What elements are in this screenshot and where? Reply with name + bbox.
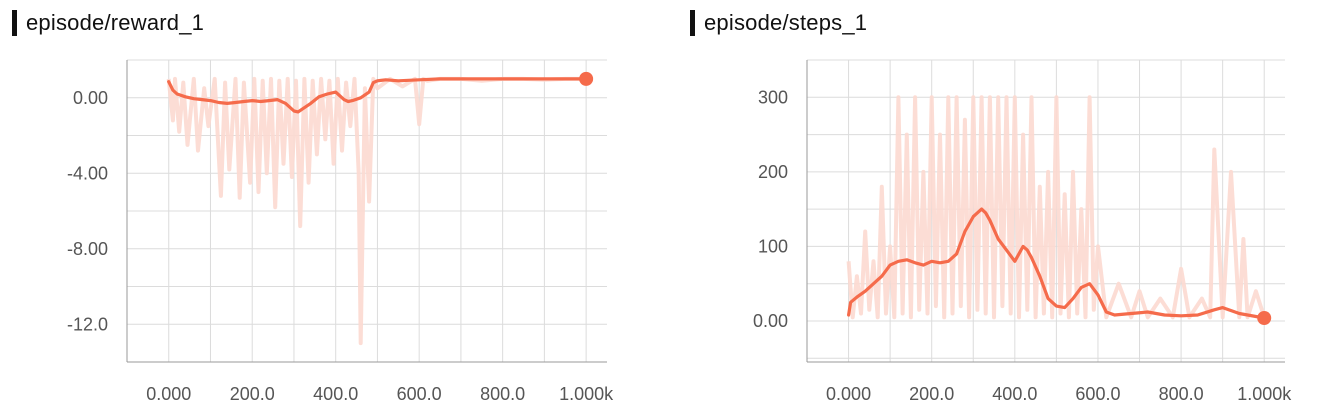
- chart-title-wrap: episode/reward_1: [12, 10, 204, 36]
- x-tick-label: 600.0: [1075, 384, 1120, 404]
- chart-panel-steps: episode/steps_1 300 200 100 0.00 0.000 200.0 4…: [680, 0, 1318, 418]
- x-tick-label: 0.000: [146, 384, 191, 404]
- series-raw-line: [166, 76, 587, 346]
- chart-plot-reward: 0.00 -4.00 -8.00 -12.0 0.000 200.0 400.0 600.0 8…: [67, 59, 614, 404]
- y-tick-label: 100: [758, 236, 788, 256]
- y-tick-label: 0.00: [753, 311, 788, 331]
- x-tick-label: 800.0: [1159, 384, 1204, 404]
- y-tick-label: 0.00: [73, 88, 108, 108]
- chart-title: episode/reward_1: [26, 10, 205, 35]
- y-tick-label: -4.00: [67, 163, 108, 183]
- y-tick-label: 200: [758, 162, 788, 182]
- x-tick-label: 1.000k: [1237, 384, 1292, 404]
- x-tick-label: 200.0: [909, 384, 954, 404]
- series-raw-line: [846, 95, 1267, 320]
- chart-panel-reward: episode/reward_1 0.00 -4.00 -8.00 -12.0 0.00…: [12, 10, 614, 404]
- y-tick-label: -12.0: [67, 314, 108, 334]
- grid: [806, 59, 1285, 363]
- series-end-point: [1257, 311, 1272, 326]
- y-tick-label: -8.00: [67, 239, 108, 259]
- chart-plot-steps: 300 200 100 0.00 0.000 200.0 400.0 600.0 800.0 1.…: [753, 59, 1292, 404]
- x-tick-label: 400.0: [992, 384, 1037, 404]
- x-tick-label: 400.0: [313, 384, 358, 404]
- title-marker: [690, 10, 695, 36]
- series-smoothed-line: [847, 207, 1266, 320]
- x-tick-label: 0.000: [826, 384, 871, 404]
- series-smoothed-line: [167, 77, 588, 114]
- x-tick-label: 600.0: [397, 384, 442, 404]
- x-tick-label: 200.0: [230, 384, 275, 404]
- y-tick-label: 300: [758, 87, 788, 107]
- chart-title-wrap: episode/steps_1: [690, 10, 867, 36]
- x-tick-label: 1.000k: [559, 384, 614, 404]
- x-tick-label: 800.0: [480, 384, 525, 404]
- title-marker: [12, 10, 17, 36]
- chart-title: episode/steps_1: [704, 10, 868, 35]
- series-end-point: [579, 71, 594, 86]
